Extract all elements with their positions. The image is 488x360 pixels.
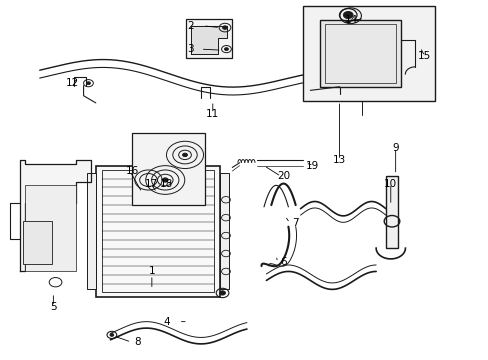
Text: 20: 20 (276, 171, 289, 181)
Bar (132, 134, 205, 205)
Bar (325, 24, 395, 83)
Text: 12: 12 (66, 78, 80, 88)
Circle shape (224, 48, 228, 50)
Circle shape (110, 333, 114, 336)
Bar (185, 19, 232, 58)
Bar (22, 221, 52, 264)
Bar (320, 21, 400, 87)
Circle shape (86, 82, 90, 85)
Text: 6: 6 (280, 257, 286, 267)
Bar (96, 166, 220, 297)
Text: 17: 17 (145, 179, 158, 189)
Text: 15: 15 (417, 51, 430, 61)
Text: 4: 4 (163, 317, 169, 327)
Bar (220, 173, 228, 289)
Text: 7: 7 (292, 218, 298, 228)
Polygon shape (20, 160, 91, 271)
Text: 18: 18 (160, 179, 173, 189)
Text: 3: 3 (187, 44, 194, 54)
Bar (25, 185, 76, 271)
Text: 1: 1 (148, 266, 155, 276)
Circle shape (219, 291, 225, 295)
Text: 5: 5 (50, 302, 57, 312)
Text: 8: 8 (134, 337, 140, 347)
Circle shape (343, 12, 352, 19)
Bar (102, 170, 214, 292)
Text: 9: 9 (391, 143, 398, 153)
Polygon shape (190, 26, 227, 54)
Bar (87, 173, 96, 289)
Bar (303, 6, 434, 101)
Text: 2: 2 (187, 21, 194, 31)
Text: 11: 11 (206, 109, 219, 119)
Bar (385, 176, 397, 248)
Circle shape (182, 153, 187, 157)
Text: 19: 19 (305, 161, 319, 171)
Text: 13: 13 (332, 155, 346, 165)
Text: 10: 10 (384, 179, 397, 189)
Text: 16: 16 (125, 166, 139, 176)
Text: 14: 14 (345, 15, 358, 26)
Circle shape (162, 178, 168, 182)
Circle shape (222, 26, 227, 30)
